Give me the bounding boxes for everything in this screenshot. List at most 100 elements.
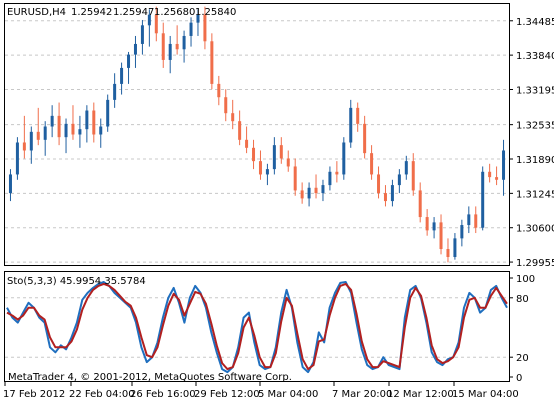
candle-body bbox=[127, 54, 131, 68]
candle-body bbox=[154, 14, 158, 34]
price-tick-label: 1.31890 bbox=[516, 155, 554, 166]
price-tick-label: 1.33840 bbox=[516, 51, 554, 62]
stochastic-axis: 100 80 20 0 bbox=[509, 274, 535, 384]
price-tick-label: 1.32535 bbox=[516, 121, 554, 132]
candle-body bbox=[502, 150, 506, 180]
candle-body bbox=[245, 139, 249, 148]
time-tick-label: 15 Mar 04:00 bbox=[452, 389, 519, 400]
candle-body bbox=[43, 126, 47, 140]
candle-body bbox=[22, 142, 26, 151]
ohlc-high: 1.25947 bbox=[113, 7, 154, 18]
price-tick-label: 1.30600 bbox=[516, 224, 554, 235]
time-tick-label: 5 Mar 04:00 bbox=[258, 389, 318, 400]
candle-body bbox=[411, 161, 415, 191]
candle-body bbox=[161, 33, 165, 60]
candle-body bbox=[210, 41, 214, 84]
candle-body bbox=[203, 14, 207, 42]
candle-body bbox=[50, 115, 54, 127]
candle-body bbox=[488, 171, 492, 178]
ohlc-open: 1.25942 bbox=[71, 7, 112, 18]
stochastic-tick-label: 80 bbox=[516, 294, 529, 305]
copyright-text: MetaTrader 4, © 2001-2012, MetaQuotes So… bbox=[8, 372, 292, 383]
candle-body bbox=[231, 113, 235, 122]
candle-body bbox=[99, 126, 103, 135]
candle-body bbox=[133, 43, 137, 55]
candle-body bbox=[307, 187, 311, 199]
candle-body bbox=[265, 169, 269, 175]
candle-body bbox=[495, 177, 499, 180]
candle-body bbox=[356, 107, 360, 124]
candle-body bbox=[342, 142, 346, 175]
stochastic-tick-label: 20 bbox=[516, 353, 529, 364]
candle-body bbox=[321, 185, 325, 194]
candle-body bbox=[140, 25, 144, 44]
candle-body bbox=[279, 145, 283, 159]
candle-body bbox=[432, 222, 436, 231]
stochastic-tick-label: 0 bbox=[516, 373, 522, 384]
ohlc-low: 1.25680 bbox=[154, 7, 195, 18]
candle-body bbox=[439, 222, 443, 250]
stochastic-lines bbox=[6, 281, 508, 374]
candle-body bbox=[78, 129, 82, 135]
candle-body bbox=[328, 171, 332, 186]
candle-body bbox=[29, 131, 33, 151]
time-tick-label: 12 Mar 12:00 bbox=[387, 389, 454, 400]
candle-body bbox=[397, 174, 401, 186]
stochastic-main-line bbox=[6, 281, 508, 374]
time-tick-label: 29 Feb 12:00 bbox=[194, 389, 260, 400]
candle-body bbox=[120, 67, 124, 84]
candle-body bbox=[474, 214, 478, 228]
candle-body bbox=[425, 217, 429, 231]
candle-body bbox=[196, 14, 200, 23]
candle-body bbox=[460, 225, 464, 239]
candle-body bbox=[113, 83, 117, 100]
candle-body bbox=[15, 142, 19, 175]
candle-body bbox=[92, 110, 96, 135]
candle-body bbox=[363, 123, 367, 154]
price-tick-label: 1.33195 bbox=[516, 85, 554, 96]
price-tick-label: 1.34485 bbox=[516, 17, 554, 28]
stochastic-label: Sto(5,3,3) 45.9954 35.5784 bbox=[7, 276, 146, 287]
candle-body bbox=[481, 171, 485, 228]
candle-body bbox=[467, 214, 471, 226]
candle-body bbox=[147, 14, 151, 26]
price-axis: 1.34485 1.33840 1.33195 1.32535 1.31890 1.312… bbox=[509, 17, 554, 269]
candle-body bbox=[182, 35, 186, 50]
candle-body bbox=[404, 161, 408, 175]
candle-body bbox=[349, 107, 353, 143]
candle-body bbox=[335, 171, 339, 175]
candle-body bbox=[8, 174, 12, 194]
candle-body bbox=[57, 115, 61, 138]
candle-body bbox=[293, 166, 297, 191]
stochastic-tick-label: 100 bbox=[516, 274, 535, 285]
time-tick-label: 26 Feb 16:00 bbox=[130, 389, 196, 400]
candle-body bbox=[71, 123, 75, 135]
candle-body bbox=[106, 99, 110, 127]
candle-body bbox=[390, 185, 394, 202]
candle-body bbox=[258, 161, 262, 175]
candle-body bbox=[453, 238, 457, 258]
stochastic-signal-line bbox=[6, 282, 508, 371]
candle-body bbox=[64, 123, 68, 138]
candle-body bbox=[286, 158, 290, 167]
candle-body bbox=[370, 153, 374, 175]
candle-body bbox=[377, 174, 381, 194]
symbol-label: EURUSD,H4 bbox=[7, 7, 66, 18]
candlestick-series bbox=[8, 6, 506, 263]
time-tick-label: 17 Feb 2012 bbox=[3, 389, 65, 400]
time-tick-label: 22 Feb 04:00 bbox=[69, 389, 135, 400]
candle-body bbox=[300, 190, 304, 199]
candle-body bbox=[217, 83, 221, 98]
candle-body bbox=[252, 147, 256, 162]
candle-body bbox=[189, 22, 193, 36]
candle-body bbox=[85, 110, 89, 130]
candle-body bbox=[175, 43, 179, 50]
ohlc-close: 1.25840 bbox=[195, 7, 236, 18]
price-tick-label: 1.31245 bbox=[516, 189, 554, 200]
candle-body bbox=[383, 193, 387, 202]
price-tick-label: 1.29955 bbox=[516, 258, 554, 269]
candle-body bbox=[168, 43, 172, 60]
time-tick-label: 7 Mar 20:00 bbox=[332, 389, 392, 400]
